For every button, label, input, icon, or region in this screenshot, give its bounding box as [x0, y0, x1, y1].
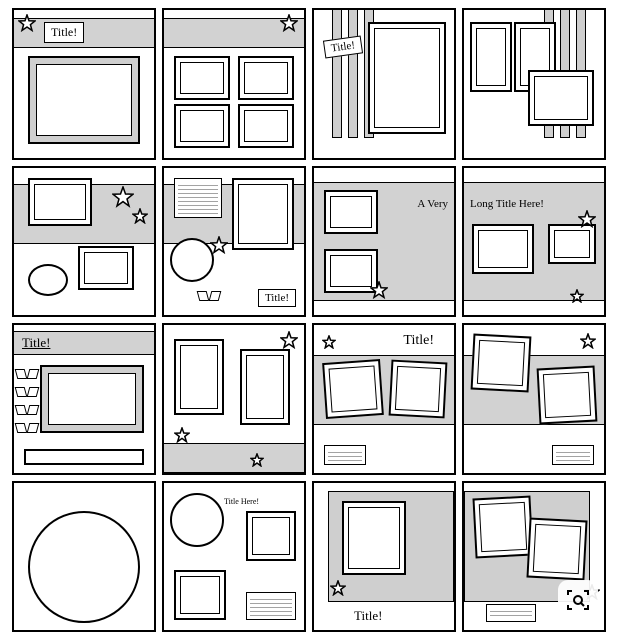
- star-icon: [112, 186, 134, 208]
- title-label: Title!: [44, 22, 84, 43]
- bow-icon: [18, 369, 36, 379]
- cell-10: [162, 323, 306, 475]
- frame: [537, 366, 598, 425]
- frame: [174, 104, 230, 148]
- frame: [470, 22, 512, 92]
- frame: [238, 56, 294, 100]
- title-left: A Very: [417, 198, 448, 210]
- frame: [174, 56, 230, 100]
- bow-icon: [18, 387, 36, 397]
- cell-6: Title!: [162, 166, 306, 318]
- oval: [28, 264, 68, 296]
- journal-block: [324, 445, 366, 465]
- frame: [232, 178, 294, 250]
- circle: [170, 493, 224, 547]
- layout-grid: Title! Title!: [0, 0, 618, 640]
- strip-frame: [24, 449, 144, 465]
- band: [164, 443, 304, 473]
- star-icon: [370, 281, 388, 299]
- frame: [472, 224, 534, 274]
- circle: [170, 238, 214, 282]
- bow-icon: [18, 405, 36, 415]
- frame: [528, 70, 594, 126]
- star-icon: [280, 331, 298, 349]
- star-icon: [174, 427, 190, 443]
- cell-9: Title!: [12, 323, 156, 475]
- frame: [548, 224, 596, 264]
- photo-frame: [28, 56, 140, 144]
- frame: [526, 517, 587, 580]
- frame: [368, 22, 446, 134]
- bow-icon: [200, 291, 218, 301]
- lens-icon[interactable]: [558, 580, 598, 620]
- journal-block: [552, 445, 594, 465]
- title-small: Title Here!: [224, 497, 259, 506]
- frame: [174, 339, 224, 415]
- frame: [28, 178, 92, 226]
- star-icon: [578, 210, 596, 228]
- frame: [322, 359, 384, 419]
- journal-block: [246, 592, 296, 620]
- star-icon: [18, 14, 36, 32]
- cell-11: Title!: [312, 323, 456, 475]
- cell-7: A Very: [312, 166, 456, 318]
- cell-13: Title Here!: [12, 481, 156, 633]
- star-icon: [570, 289, 584, 303]
- title-label: Title!: [403, 333, 434, 349]
- star-icon: [280, 14, 298, 32]
- journal-block: [174, 178, 222, 218]
- journal-block: [486, 604, 536, 622]
- frame: [238, 104, 294, 148]
- star-icon: [250, 453, 264, 467]
- title-right: Long Title Here!: [470, 198, 544, 210]
- cell-14: Title Here!: [162, 481, 306, 633]
- frame: [471, 334, 532, 393]
- title-label: Title!: [354, 608, 382, 624]
- star-icon: [132, 208, 148, 224]
- photo-frame: [40, 365, 144, 433]
- cell-3: Title!: [312, 8, 456, 160]
- cell-4: [462, 8, 606, 160]
- frame: [78, 246, 134, 290]
- star-icon: [210, 236, 228, 254]
- frame: [472, 495, 533, 558]
- frame: [324, 190, 378, 234]
- title-label: Title!: [258, 289, 296, 307]
- frame: [240, 349, 290, 425]
- strip: [348, 8, 358, 138]
- strip: [332, 8, 342, 138]
- frame: [246, 511, 296, 561]
- cell-1: Title!: [12, 8, 156, 160]
- cell-12: [462, 323, 606, 475]
- bow-icon: [18, 423, 36, 433]
- cell-15: Title!: [312, 481, 456, 633]
- frame: [174, 570, 226, 620]
- frame: [342, 501, 406, 575]
- star-icon: [330, 580, 346, 596]
- cell-2: [162, 8, 306, 160]
- big-circle: [28, 511, 140, 623]
- star-icon: [580, 333, 596, 349]
- cell-8: Long Title Here!: [462, 166, 606, 318]
- cell-5: [12, 166, 156, 318]
- star-icon: [322, 335, 336, 349]
- title-label: Title!: [22, 335, 50, 351]
- frame: [389, 360, 448, 419]
